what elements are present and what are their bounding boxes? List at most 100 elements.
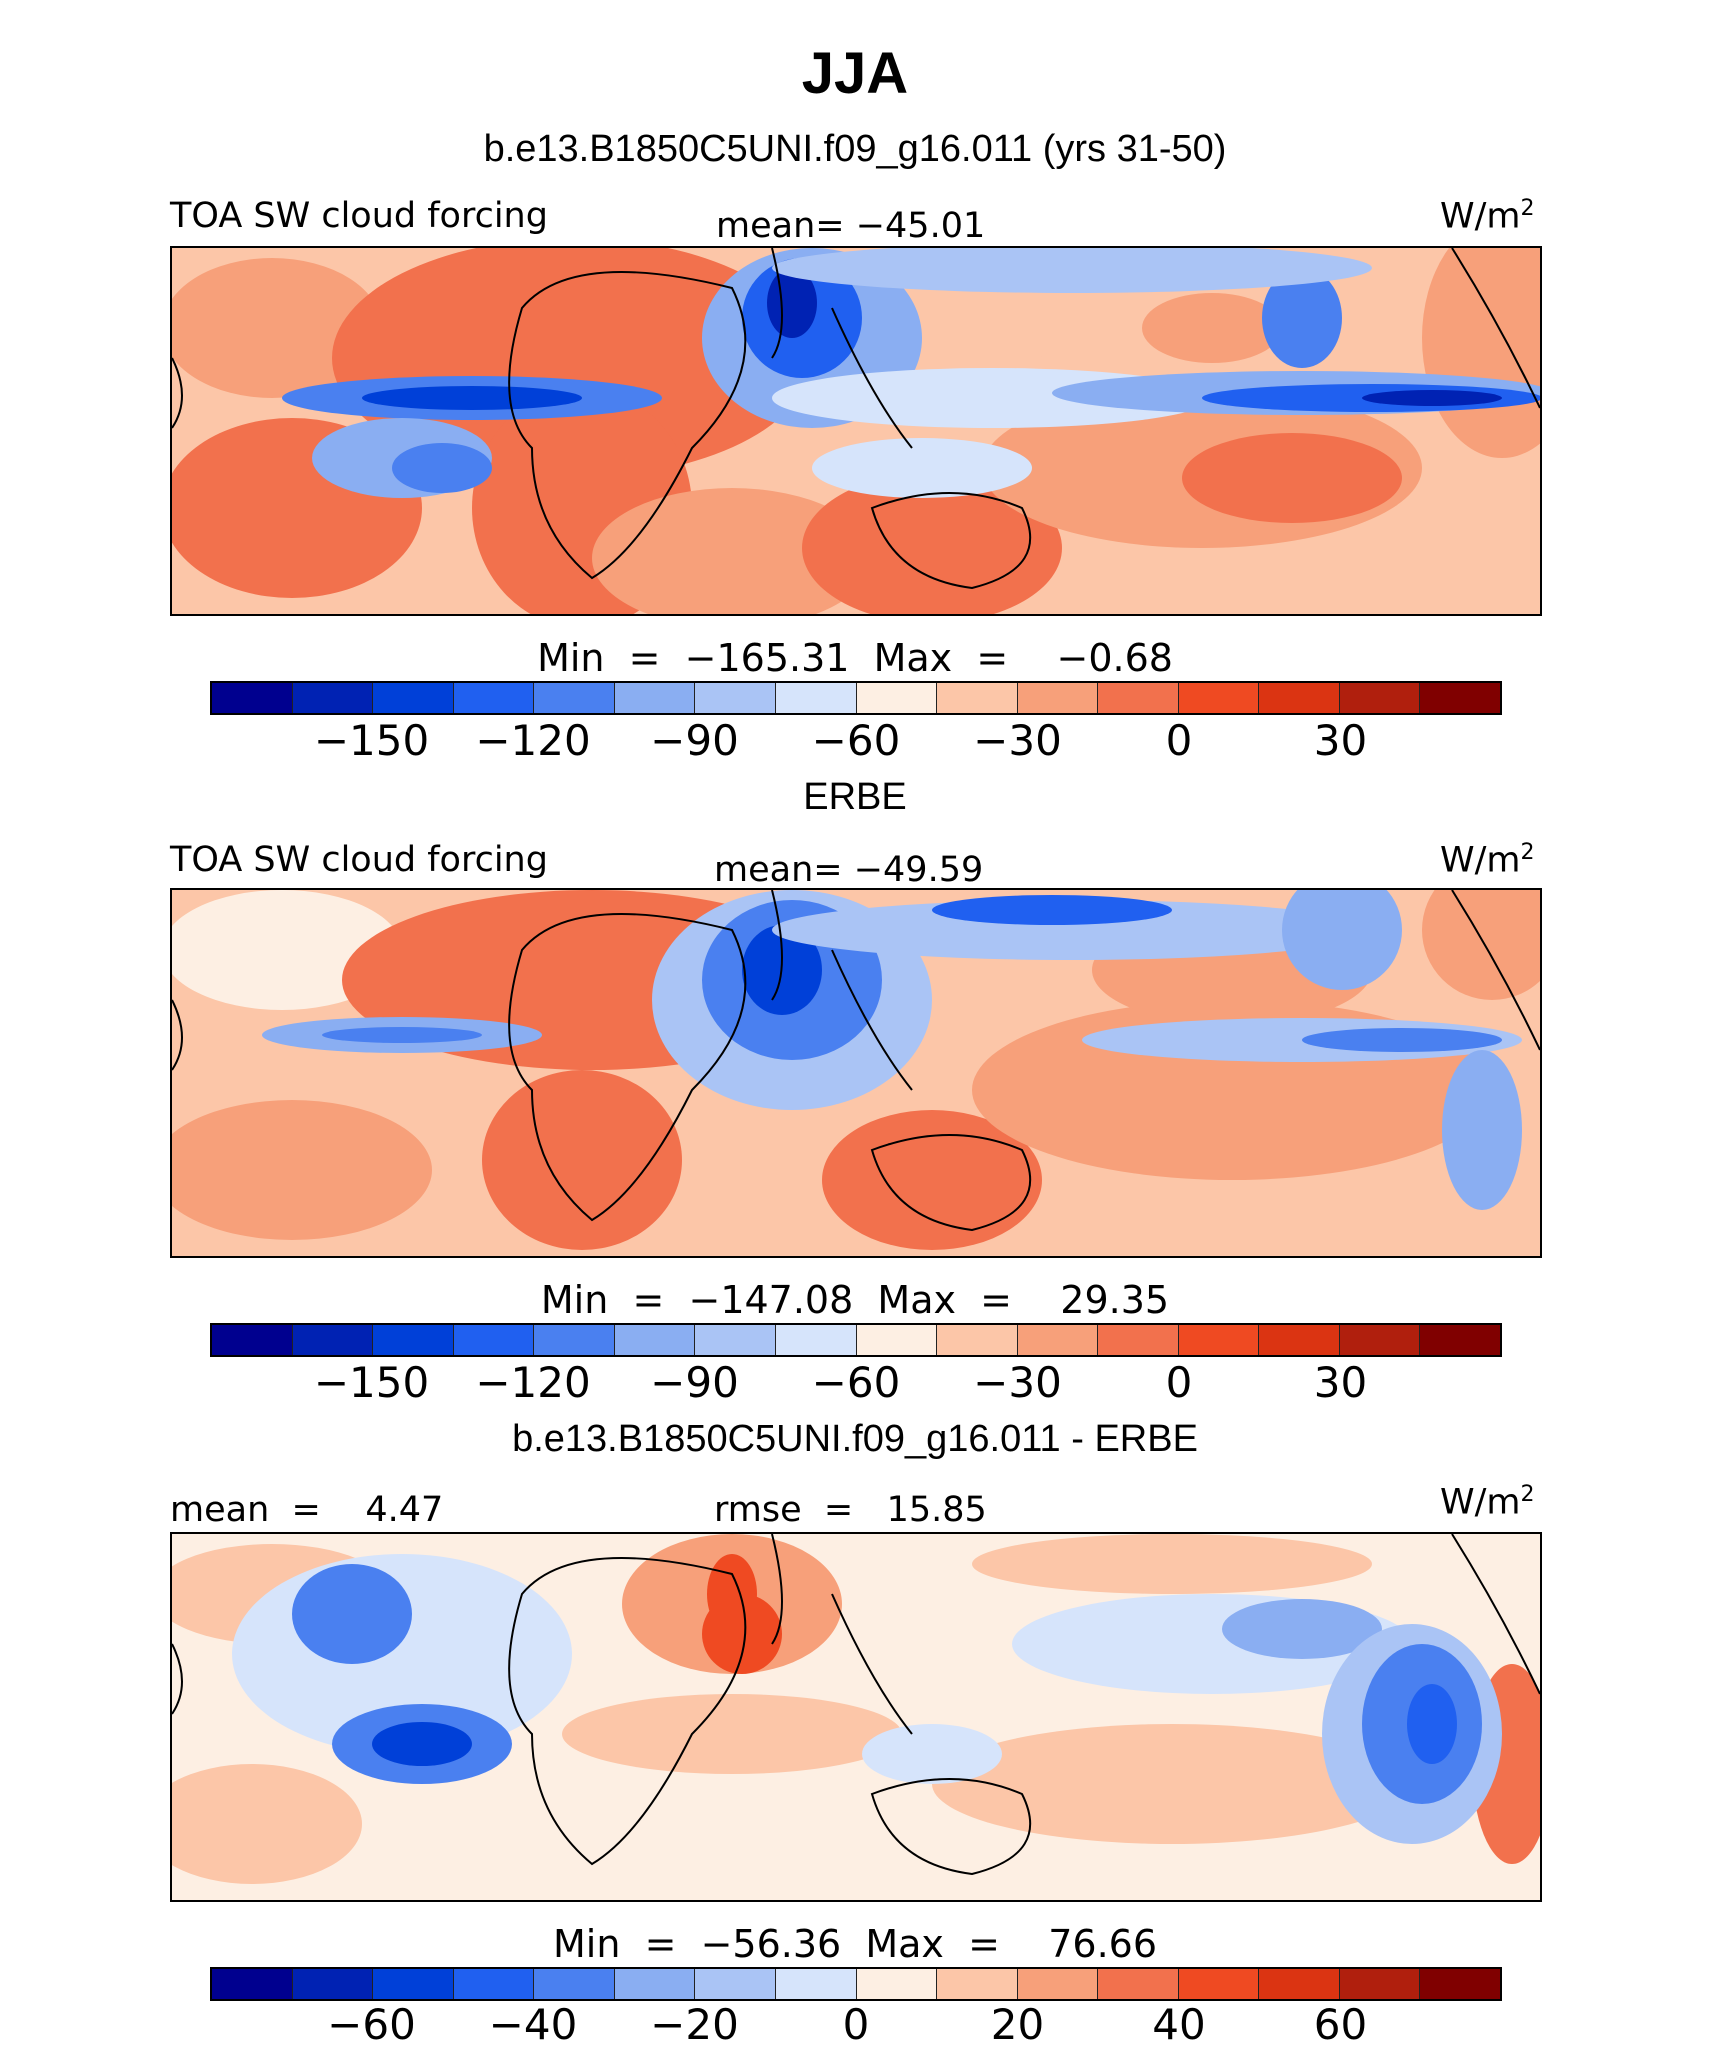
colorbar-swatch <box>937 1969 1018 1999</box>
colorbar-tick-label: 0 <box>842 2000 870 2049</box>
colorbar-swatch <box>1420 1969 1500 1999</box>
colorbar-swatch <box>1017 683 1099 713</box>
colorbar-swatch <box>1178 1325 1260 1355</box>
colorbar-swatch <box>695 683 776 713</box>
colorbar-swatch <box>614 1969 696 1999</box>
colorbar-tick-label: −150 <box>313 716 430 765</box>
colorbar-swatch <box>1339 1969 1421 1999</box>
colorbar-tick-label: −90 <box>650 716 739 765</box>
colorbar-swatch <box>1017 1969 1099 1999</box>
panel-model-left-label: TOA SW cloud forcing <box>170 196 548 236</box>
panel-diff-colorbar-ticks: −60 −40 −20 0 20 40 60 <box>210 2000 1502 2049</box>
colorbar-swatch <box>1178 683 1260 713</box>
colorbar-swatch <box>453 1325 535 1355</box>
colorbar-tick-label: −90 <box>650 1358 739 1407</box>
colorbar-tick-label: −60 <box>327 2000 416 2049</box>
panel-obs-mean-label: mean= −49.59 <box>714 850 984 890</box>
colorbar-swatch <box>373 683 454 713</box>
panel-diff-colorbar <box>210 1967 1502 2001</box>
colorbar-tick-label: 30 <box>1313 1358 1368 1407</box>
panel-obs-colorbar-ticks: −150 −120 −90 −60 −30 0 30 <box>210 1358 1502 1407</box>
colorbar-swatch <box>937 1325 1018 1355</box>
colorbar-swatch <box>534 683 615 713</box>
colorbar-swatch <box>1420 1325 1500 1355</box>
units-exponent: 2 <box>1520 1482 1535 1507</box>
colorbar-tick-label: 20 <box>990 2000 1045 2049</box>
colorbar-swatch <box>856 683 938 713</box>
map-model-field <box>172 248 1540 614</box>
colorbar-swatch <box>292 1325 374 1355</box>
colorbar-swatch <box>1098 683 1179 713</box>
panel-model-colorbar <box>210 681 1502 715</box>
colorbar-swatch <box>1259 1969 1340 1999</box>
panel-obs-colorbar <box>210 1323 1502 1357</box>
map-diff-field <box>172 1534 1540 1900</box>
colorbar-swatch <box>1098 1325 1179 1355</box>
colorbar-swatch <box>1420 683 1500 713</box>
colorbar-swatch <box>212 1325 293 1355</box>
colorbar-swatch <box>292 1969 374 1999</box>
colorbar-swatch <box>1017 1325 1099 1355</box>
colorbar-tick-label: 0 <box>1165 716 1193 765</box>
colorbar-tick-label: −30 <box>973 716 1062 765</box>
colorbar-swatch <box>775 1969 857 1999</box>
colorbar-swatch <box>1339 683 1421 713</box>
units-base: W/m <box>1440 196 1521 237</box>
colorbar-swatch <box>1259 683 1340 713</box>
colorbar-tick-label: −60 <box>811 1358 901 1407</box>
colorbar-tick-label: −30 <box>973 1358 1062 1407</box>
colorbar-tick-label: 60 <box>1313 2000 1368 2049</box>
units-exponent: 2 <box>1520 196 1535 221</box>
colorbar-swatch <box>1339 1325 1421 1355</box>
units-exponent: 2 <box>1520 840 1535 865</box>
colorbar-swatch <box>856 1325 938 1355</box>
colorbar-tick-label: −120 <box>475 1358 591 1407</box>
colorbar-swatch <box>453 683 535 713</box>
panel-obs-min-max: Min = −147.08 Max = 29.35 <box>540 1278 1170 1322</box>
panel-model-min-max: Min = −165.31 Max = −0.68 <box>537 636 1173 680</box>
colorbar-tick-label: −150 <box>313 1358 430 1407</box>
colorbar-swatch <box>373 1969 454 1999</box>
panel-obs-left-label: TOA SW cloud forcing <box>170 840 548 880</box>
colorbar-swatch <box>1178 1969 1260 1999</box>
panel-obs-heading: ERBE <box>803 776 907 818</box>
panel-diff-heading: b.e13.B1850C5UNI.f09_g16.011 - ERBE <box>512 1418 1198 1460</box>
colorbar-swatch <box>775 683 857 713</box>
colorbar-tick-label: 0 <box>1165 1358 1193 1407</box>
colorbar-tick-label: 30 <box>1313 716 1368 765</box>
colorbar-tick-label: −60 <box>811 716 901 765</box>
colorbar-tick-label: −120 <box>475 716 591 765</box>
colorbar-swatch <box>212 683 293 713</box>
panel-model-map <box>170 246 1542 616</box>
units-base: W/m <box>1440 840 1521 881</box>
colorbar-swatch <box>695 1969 776 1999</box>
colorbar-swatch <box>614 683 696 713</box>
figure-title: JJA <box>801 41 909 106</box>
colorbar-tick-label: −20 <box>650 2000 739 2049</box>
panel-diff-units: W/m2 <box>1440 1482 1535 1523</box>
colorbar-tick-label: 40 <box>1152 2000 1206 2049</box>
panel-diff-rmse-label: rmse = 15.85 <box>714 1490 987 1530</box>
colorbar-swatch <box>937 683 1018 713</box>
panel-model-colorbar-ticks: −150 −120 −90 −60 −30 0 30 <box>210 716 1502 765</box>
colorbar-swatch <box>614 1325 696 1355</box>
map-obs-field <box>172 890 1540 1256</box>
colorbar-swatch <box>212 1969 293 1999</box>
units-base: W/m <box>1440 1482 1521 1523</box>
panel-diff-min-max: Min = −56.36 Max = 76.66 <box>552 1922 1158 1966</box>
colorbar-swatch <box>453 1969 535 1999</box>
colorbar-swatch <box>292 683 374 713</box>
colorbar-swatch <box>775 1325 857 1355</box>
case-subtitle: b.e13.B1850C5UNI.f09_g16.011 (yrs 31-50) <box>483 128 1227 170</box>
colorbar-swatch <box>695 1325 776 1355</box>
colorbar-tick-label: −40 <box>488 2000 578 2049</box>
panel-obs-units: W/m2 <box>1440 840 1535 881</box>
colorbar-swatch <box>534 1969 615 1999</box>
panel-model-units: W/m2 <box>1440 196 1535 237</box>
colorbar-swatch <box>373 1325 454 1355</box>
panel-diff-mean-label: mean = 4.47 <box>170 1490 444 1530</box>
panel-model-mean-label: mean= −45.01 <box>716 206 986 246</box>
colorbar-swatch <box>1098 1969 1179 1999</box>
colorbar-swatch <box>856 1969 938 1999</box>
panel-diff-map <box>170 1532 1542 1902</box>
